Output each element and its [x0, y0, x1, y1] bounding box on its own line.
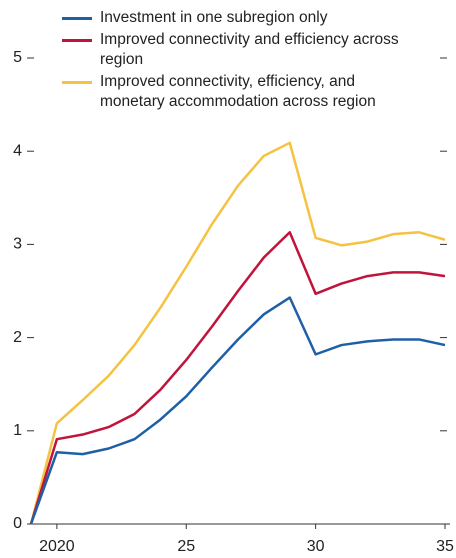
x-tick-label: 2020: [39, 538, 75, 555]
x-tick-label: 30: [307, 538, 325, 555]
legend-swatch: [62, 17, 92, 20]
legend-swatch: [62, 39, 92, 42]
line-series: [29, 141, 446, 525]
legend-label: Improved connectivity, efficiency, and m…: [100, 73, 376, 110]
line-series: [29, 296, 446, 525]
y-tick-label: 3: [13, 236, 22, 253]
line-series: [29, 231, 446, 525]
x-tick-label: 25: [177, 538, 195, 555]
x-tick-label: 35: [436, 538, 454, 555]
legend: Investment in one subregion only Improved…: [62, 8, 422, 114]
legend-label: Improved connectivity and efficiency acr…: [100, 31, 399, 68]
legend-swatch: [62, 81, 92, 84]
y-tick-label: 4: [13, 142, 22, 159]
legend-label: Investment in one subregion only: [100, 9, 328, 26]
y-tick-label: 5: [13, 49, 22, 66]
legend-item: Investment in one subregion only: [62, 8, 422, 28]
y-tick-label: 2: [13, 329, 22, 346]
legend-item: Improved connectivity, efficiency, and m…: [62, 72, 422, 112]
y-tick-label: 0: [13, 515, 22, 532]
y-tick-label: 1: [13, 422, 22, 439]
legend-item: Improved connectivity and efficiency acr…: [62, 30, 422, 70]
